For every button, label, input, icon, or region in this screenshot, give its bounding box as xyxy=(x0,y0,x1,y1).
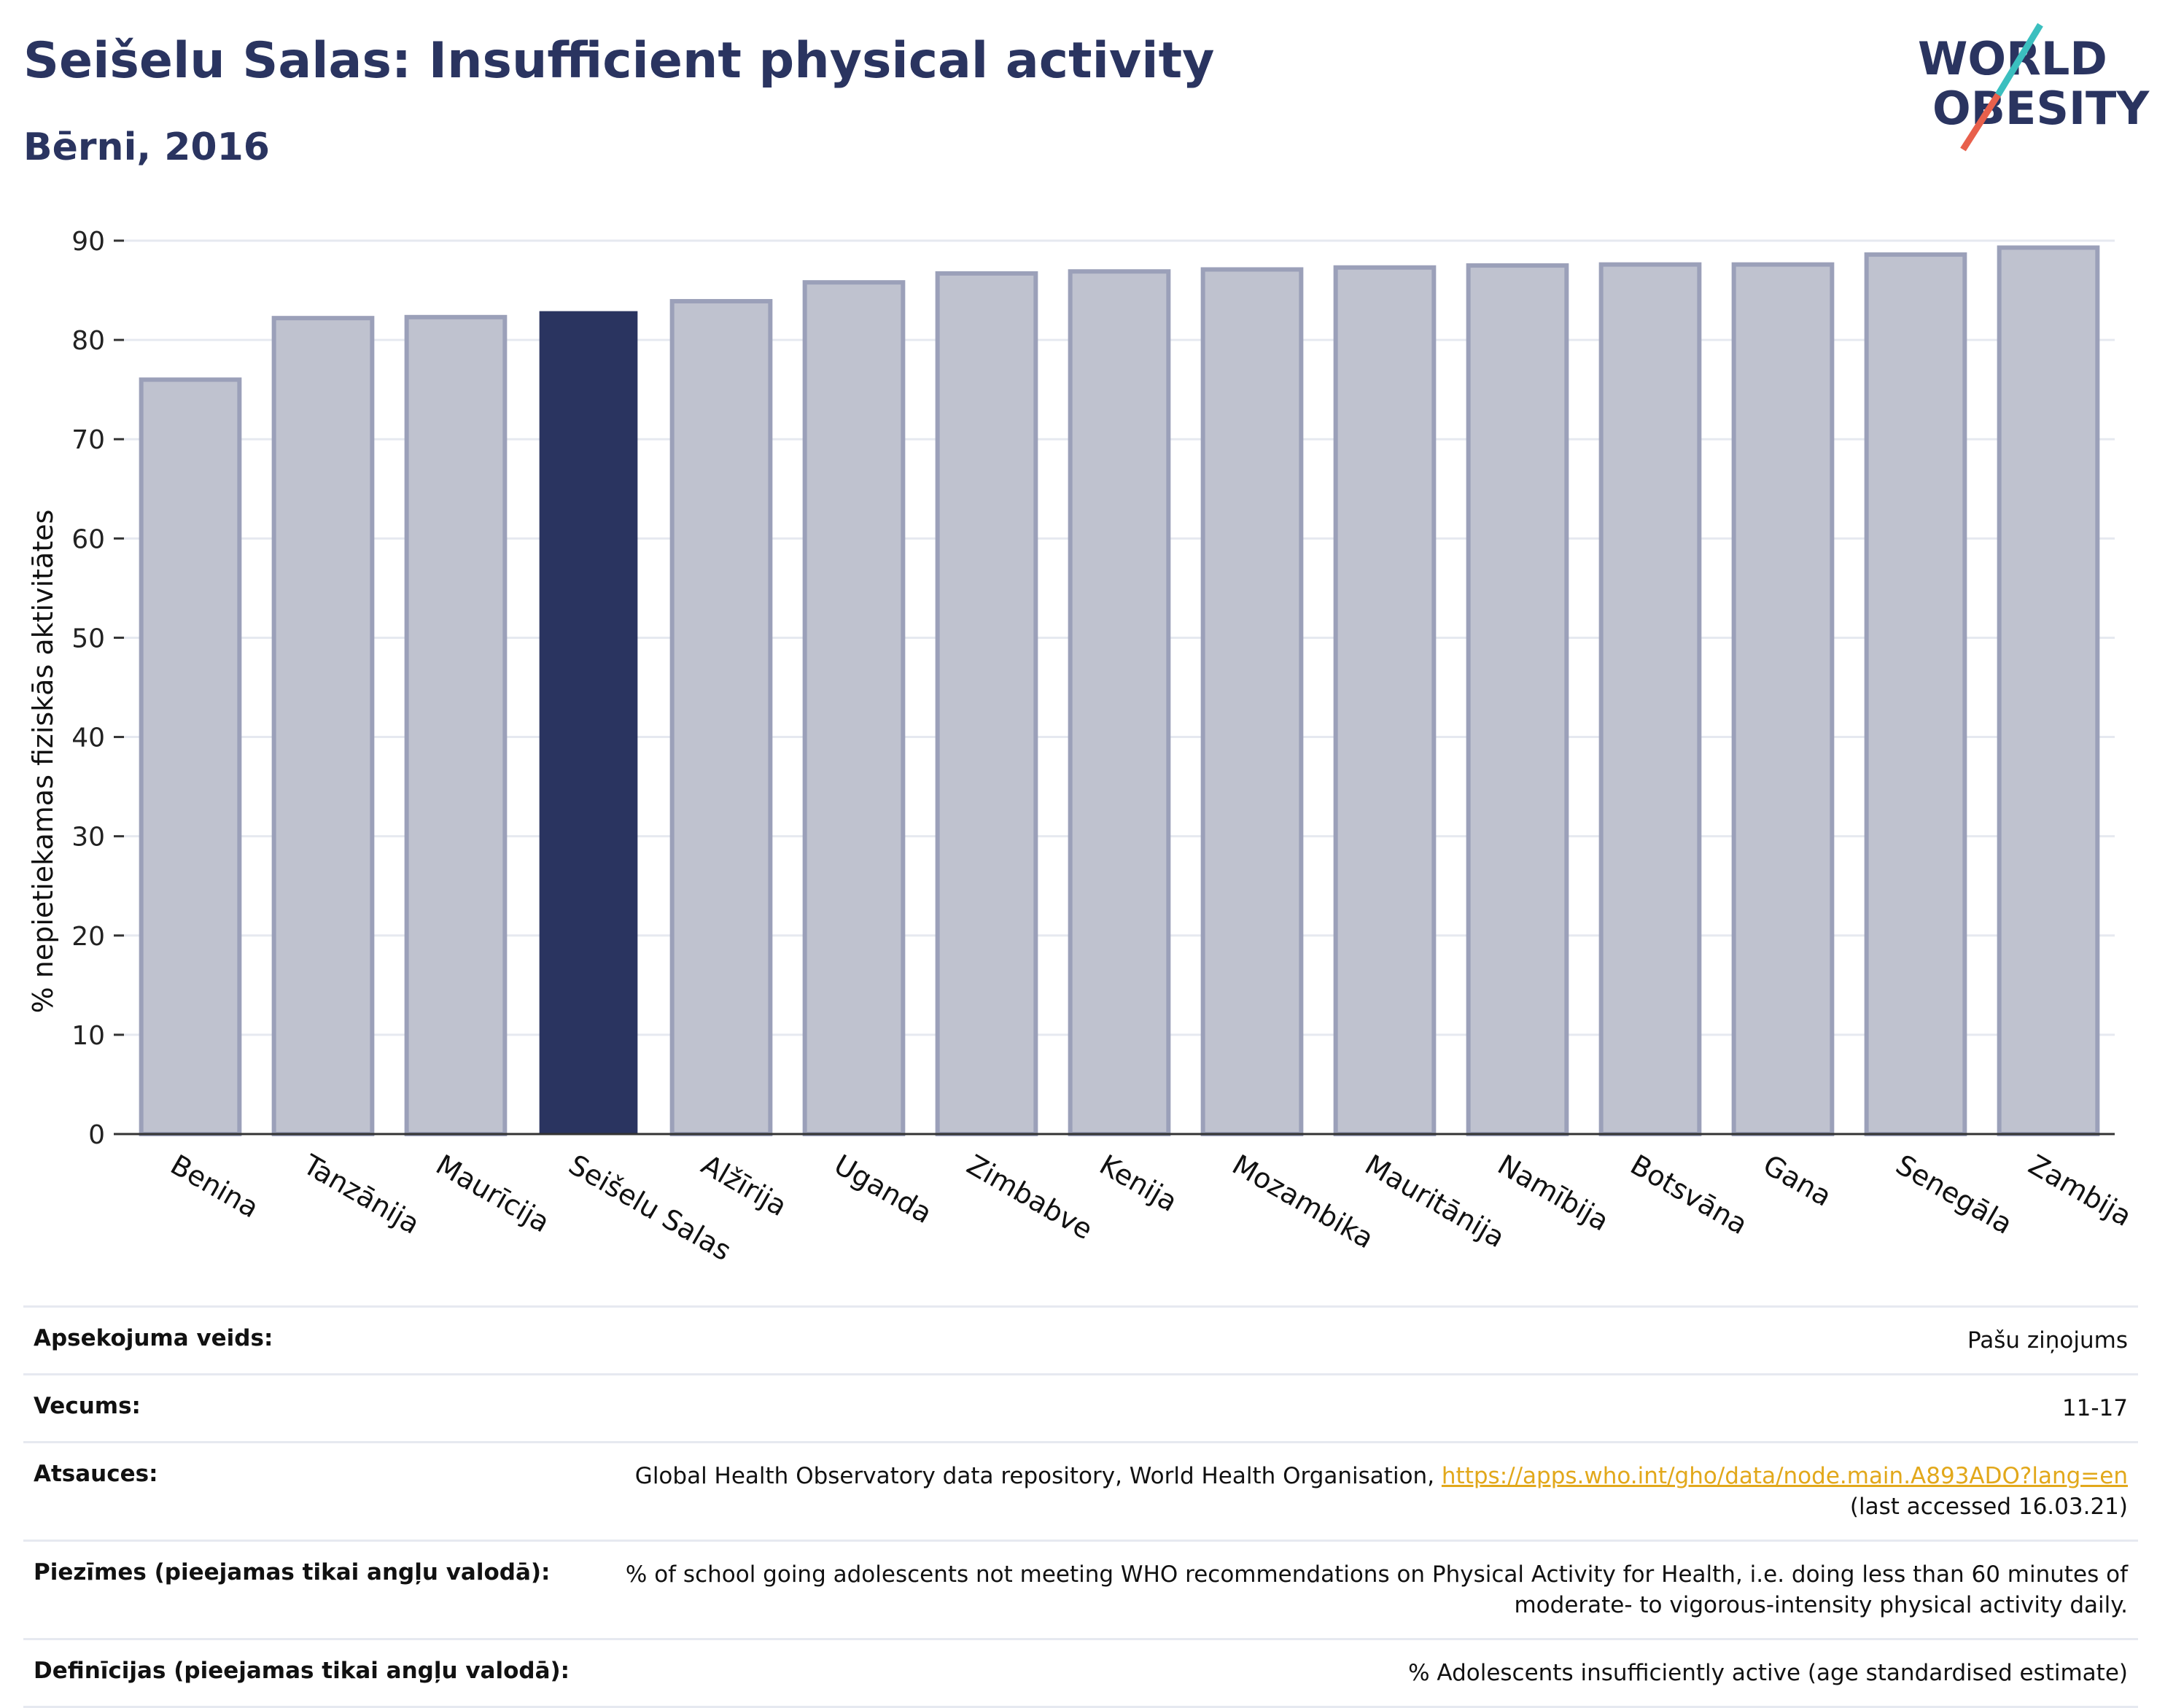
info-label: Definīcijas (pieejamas tikai angļu valod… xyxy=(34,1658,570,1684)
bar-Zambija xyxy=(1997,245,2100,1136)
info-row-notes: Piezīmes (pieejamas tikai angļu valodā):… xyxy=(23,1540,2138,1639)
y-tick-label: 50 xyxy=(71,624,105,653)
y-tick-label: 0 xyxy=(88,1120,105,1150)
bar-Mozambika xyxy=(1200,267,1304,1137)
bar-Mauritānija xyxy=(1333,265,1437,1136)
y-tick-label: 90 xyxy=(71,227,105,257)
reference-text: Global Health Observatory data repositor… xyxy=(634,1463,1435,1489)
bar-Seišelu Salas xyxy=(539,311,638,1134)
notes-line-1: % of school going adolescents not meetin… xyxy=(625,1561,2128,1588)
info-value: 11-17 xyxy=(2061,1395,2128,1421)
info-row-age: Vecums: 11-17 xyxy=(23,1374,2138,1443)
bar-Alžīrija xyxy=(669,299,773,1136)
x-tick-label: Kenija xyxy=(1095,1149,1183,1219)
notes-line-2: moderate- to vigorous-intensity physical… xyxy=(1514,1592,2128,1618)
y-tick-label: 80 xyxy=(71,326,105,356)
logo-slash-red xyxy=(1960,93,2001,152)
x-tick-label: Maurīcija xyxy=(431,1149,556,1239)
bar-Uganda xyxy=(802,280,906,1137)
world-obesity-logo: WORLD OBESITY xyxy=(1918,23,2150,152)
info-row-references: Atsauces: Global Health Observatory data… xyxy=(23,1442,2138,1541)
info-table: Apsekojuma veids: Pašu ziņojums Vecums: … xyxy=(23,1305,2138,1708)
x-tick-label: Mauritānija xyxy=(1360,1149,1510,1254)
info-value: % of school going adolescents not meetin… xyxy=(589,1541,2138,1639)
info-label: Vecums: xyxy=(34,1393,141,1419)
reference-link[interactable]: https://apps.who.int/gho/data/node.main.… xyxy=(1441,1463,2128,1489)
x-tick-label: Benina xyxy=(166,1149,265,1224)
logo-slash-teal xyxy=(1995,23,2043,97)
y-tick-label: 40 xyxy=(71,723,105,753)
x-tick-label: Zambija xyxy=(2024,1149,2137,1233)
bar-Zimbabve xyxy=(935,271,1038,1137)
logo-word-obesity: OBESITY xyxy=(1932,82,2150,135)
bar-Kenija xyxy=(1068,269,1171,1136)
info-label: Apsekojuma veids: xyxy=(34,1325,273,1351)
info-value: Global Health Observatory data repositor… xyxy=(589,1443,2138,1541)
y-tick-label: 70 xyxy=(71,425,105,455)
info-label: Piezīmes (pieejamas tikai angļu valodā): xyxy=(34,1559,551,1585)
bar-chart: 0 10 20 30 40 50 60 70 80 90 Benina Tanzānija Maurīc… xyxy=(27,227,2137,1267)
x-tick-label: Mozambika xyxy=(1227,1149,1380,1255)
x-tick-label: Alžīrija xyxy=(696,1149,793,1223)
x-tick-label: Senegāla xyxy=(1891,1149,2018,1241)
chart-title: Seišelu Salas: Insufficient physical act… xyxy=(23,32,1215,90)
bar-Benina xyxy=(139,377,242,1136)
x-tick-label: Zimbabve xyxy=(962,1149,1098,1246)
y-axis-label: % nepietiekamas fiziskās aktivitātes xyxy=(27,510,59,1014)
logo-word-world: WORLD xyxy=(1918,32,2107,85)
reference-accessed: (last accessed 16.03.21) xyxy=(1849,1494,2128,1520)
x-tick-label: Uganda xyxy=(829,1149,938,1230)
bar-Tanzānija xyxy=(271,316,375,1137)
bars xyxy=(139,245,2100,1137)
info-label: Atsauces: xyxy=(34,1461,158,1487)
x-tick-label: Botsvāna xyxy=(1625,1149,1753,1241)
y-tick-label: 30 xyxy=(71,823,105,853)
chart-subtitle: Bērni, 2016 xyxy=(23,125,270,169)
x-tick-label: Gana xyxy=(1758,1149,1838,1213)
y-tick-label: 10 xyxy=(71,1021,105,1051)
bar-Senegāla xyxy=(1864,252,1967,1137)
bar-Namībija xyxy=(1466,263,1569,1136)
x-tick-label: Tanzānija xyxy=(298,1148,425,1241)
bar-Maurīcija xyxy=(404,314,508,1137)
y-tick-label: 60 xyxy=(71,524,105,554)
y-tick-label: 20 xyxy=(71,922,105,952)
bar-Botsvāna xyxy=(1598,262,1702,1137)
info-row-survey-type: Apsekojuma veids: Pašu ziņojums xyxy=(23,1306,2138,1375)
x-tick-label: Namībija xyxy=(1493,1149,1614,1238)
info-value: Pašu ziņojums xyxy=(1967,1327,2128,1354)
info-row-definitions: Definīcijas (pieejamas tikai angļu valod… xyxy=(23,1639,2138,1707)
info-value: % Adolescents insufficiently active (age… xyxy=(1408,1660,2128,1686)
bar-Gana xyxy=(1731,262,1835,1137)
